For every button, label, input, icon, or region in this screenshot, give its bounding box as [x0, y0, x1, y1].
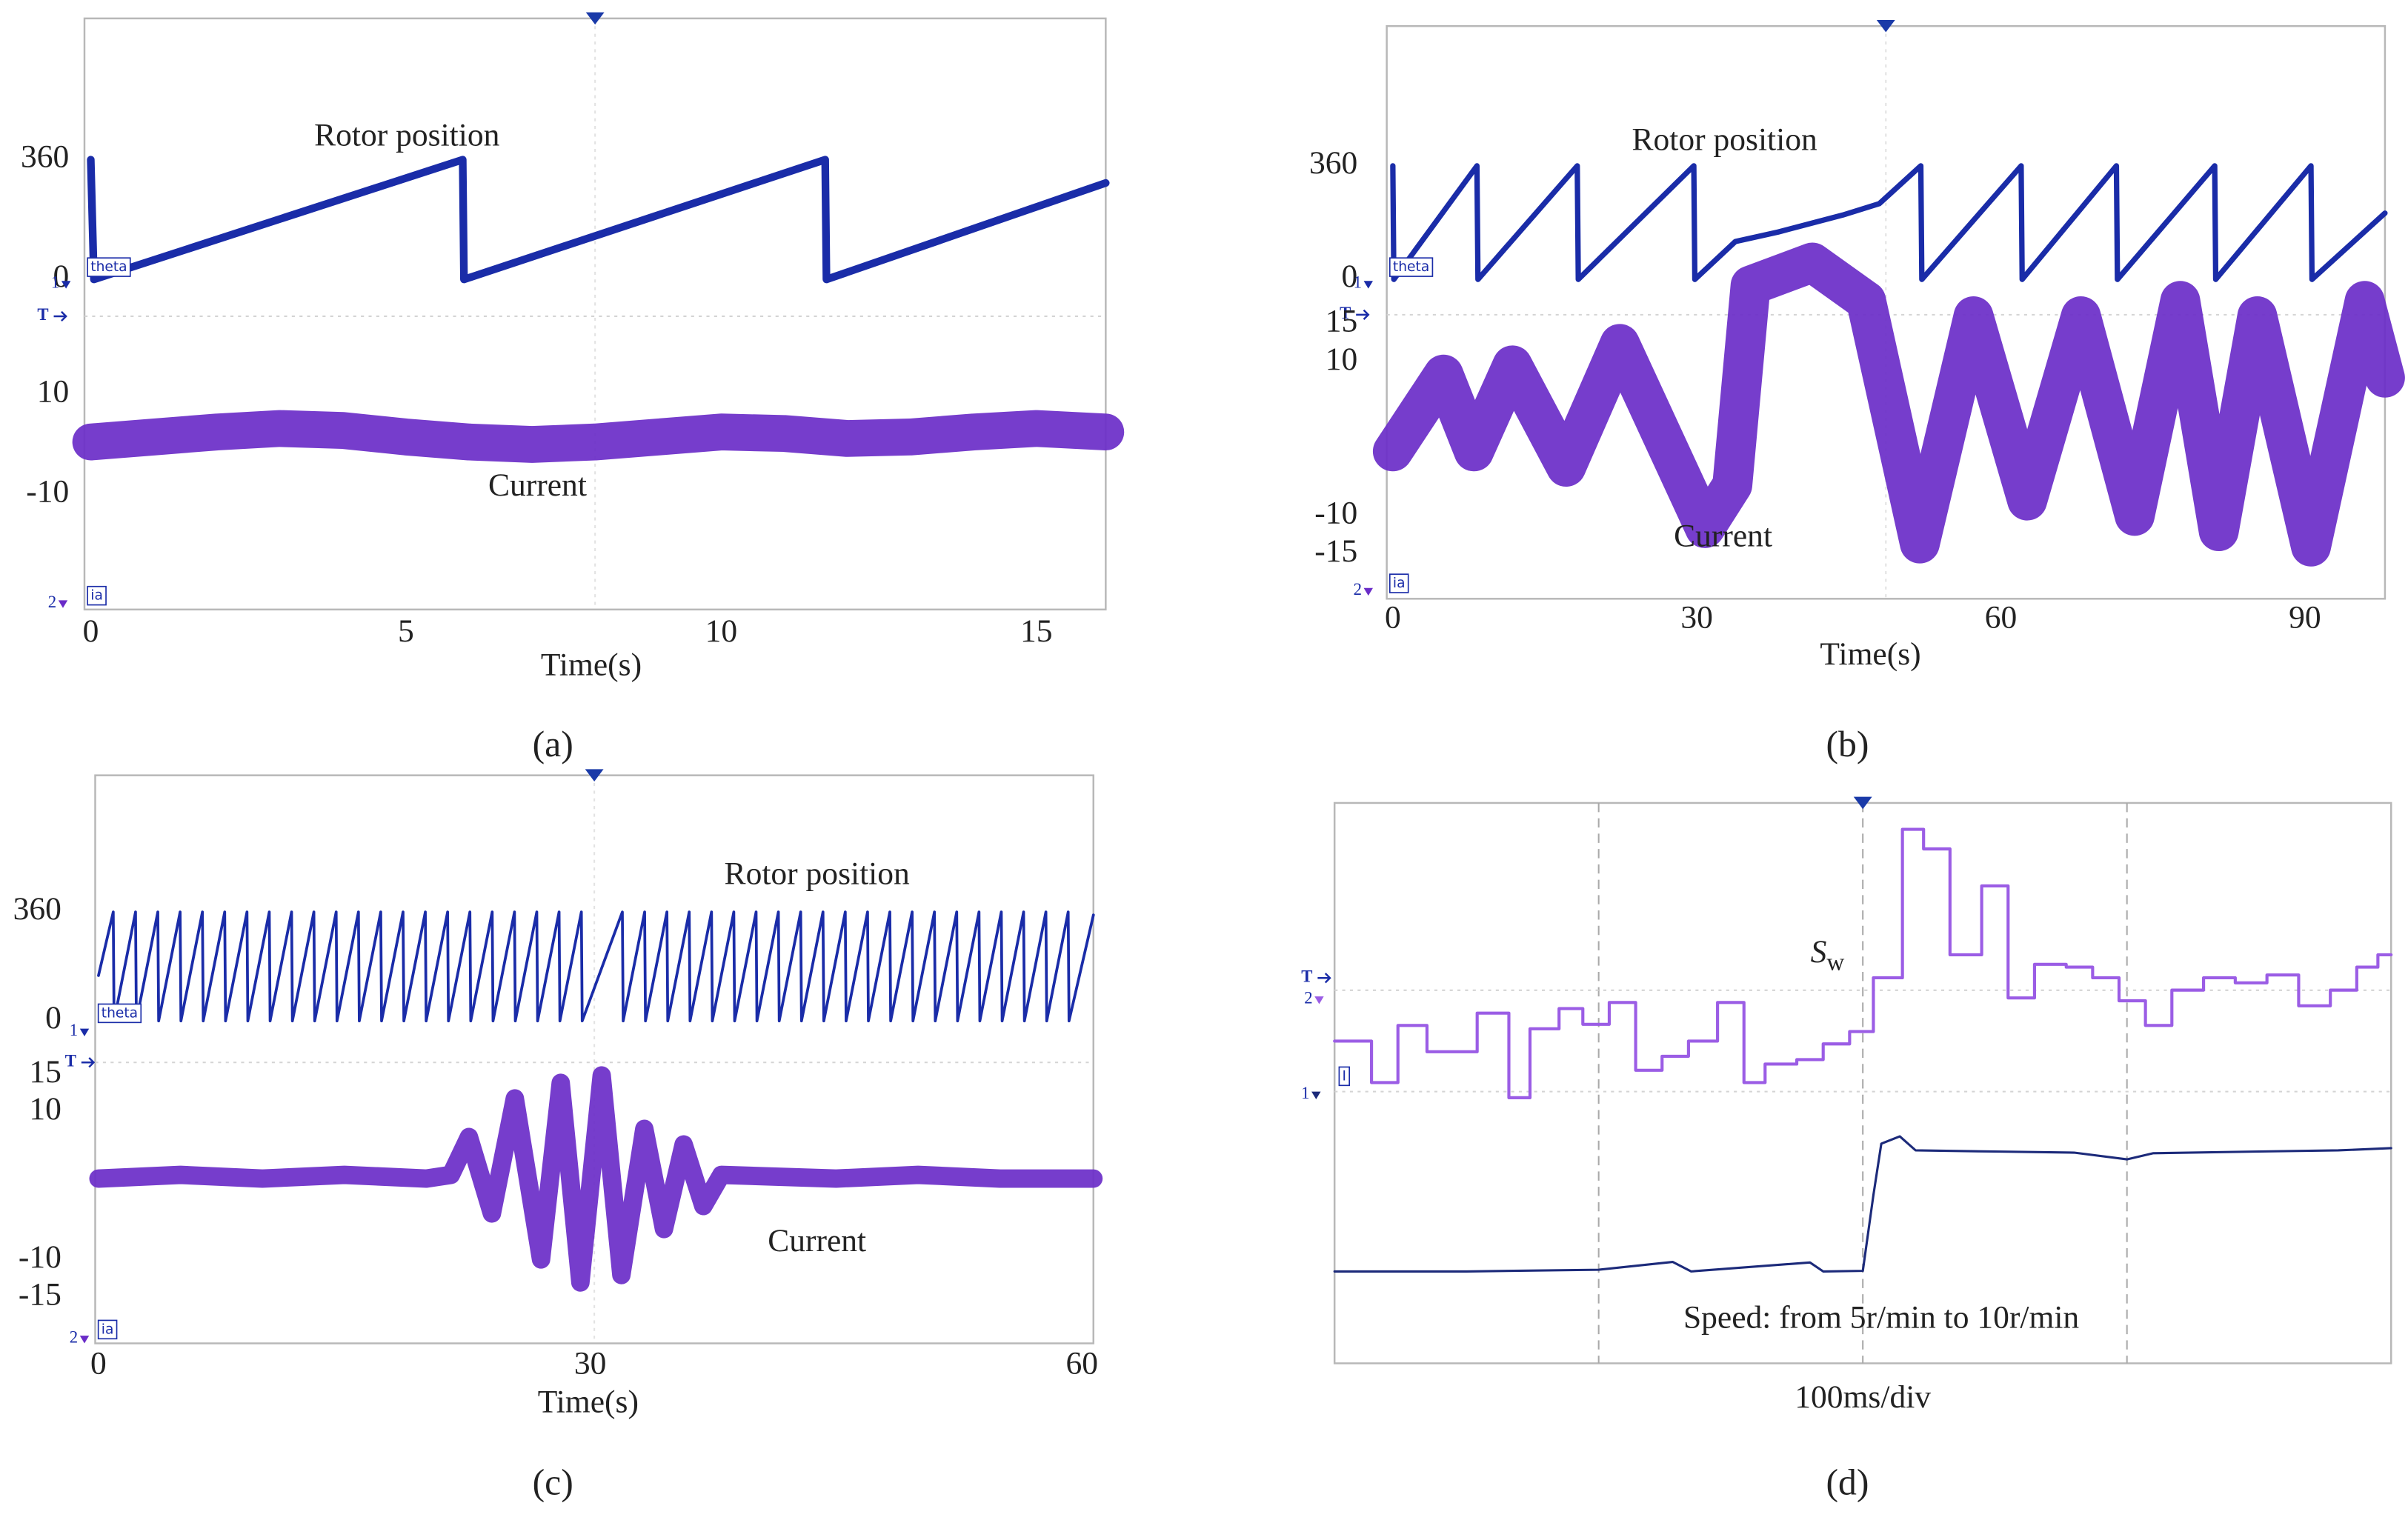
channel-chip	[87, 585, 107, 606]
panel-caption: (c)	[533, 1462, 573, 1503]
trace-label: Rotor position	[1632, 122, 1817, 158]
channel-chip	[97, 1003, 142, 1024]
x-tick-label: 10	[705, 613, 738, 649]
y-tick-label: 10	[37, 374, 70, 410]
channel-arrow	[1363, 587, 1373, 596]
plot-frame	[83, 17, 1107, 611]
trace	[89, 1066, 1103, 1292]
panel-caption: (a)	[533, 724, 573, 764]
trigger-label: T	[65, 1051, 76, 1070]
channel-number: 2	[70, 1328, 78, 1347]
trace-label-subscript: w	[1826, 948, 1844, 976]
trigger-marker	[1876, 19, 1895, 33]
x-tick-label: 5	[398, 613, 414, 649]
x-tick-label: 90	[2289, 599, 2321, 635]
x-tick-label: 30	[574, 1346, 607, 1382]
channel-arrow	[1363, 281, 1373, 289]
trace-label: Current	[488, 467, 587, 503]
trigger-marker	[1853, 796, 1872, 810]
x-tick-label: 30	[1680, 599, 1713, 635]
channel-chip	[97, 1319, 118, 1340]
channel-number: 2	[48, 593, 56, 611]
y-tick-label: 10	[1326, 341, 1358, 377]
trigger-arrow	[53, 310, 67, 322]
y-tick-label: -10	[19, 1239, 61, 1275]
trace	[1390, 163, 2388, 282]
y-tick-label: 360	[21, 139, 69, 175]
channel-number: 1	[1301, 1084, 1309, 1102]
channel-arrow	[79, 1028, 90, 1036]
channel-arrow	[61, 281, 71, 289]
channel-name: ia	[102, 1322, 114, 1337]
trace	[1333, 827, 2393, 1099]
channel-name: ia	[90, 588, 103, 604]
trigger-arrow	[1356, 309, 1370, 320]
trace-label: Sw	[1811, 934, 1845, 976]
x-axis-label: Time(s)	[538, 1384, 639, 1419]
y-tick-label: 360	[1309, 145, 1357, 181]
trace-label: Rotor position	[314, 118, 499, 153]
channel-name: ia	[1393, 576, 1406, 591]
channel-arrow	[1314, 996, 1324, 1004]
trigger-label: T	[1340, 304, 1351, 322]
channel-number: 2	[1354, 580, 1362, 599]
channel-name: theta	[102, 1005, 138, 1021]
panel-caption: (d)	[1826, 1462, 1869, 1503]
trigger-marker	[585, 12, 605, 25]
trigger-label: T	[37, 305, 48, 324]
channel-chip	[1388, 257, 1434, 277]
channel-arrow	[58, 600, 68, 608]
trace	[87, 156, 1110, 284]
trace-label-symbol: S	[1811, 934, 1827, 970]
y-tick-label: -15	[1314, 533, 1357, 569]
x-tick-label: 0	[83, 613, 99, 649]
x-tick-label: 60	[1985, 599, 2018, 635]
trace-label: Rotor position	[725, 856, 910, 891]
x-axis-label: Time(s)	[1820, 636, 1920, 672]
y-tick-label: -15	[19, 1276, 61, 1312]
channel-chip	[87, 257, 131, 277]
trace-label: Speed: from 5r/min to 10r/min	[1683, 1299, 2079, 1335]
channel-number: 1	[51, 273, 59, 292]
y-tick-label: 0	[45, 1000, 61, 1036]
trace	[72, 410, 1125, 463]
y-tick-label: 10	[29, 1091, 61, 1127]
trigger-marker	[585, 769, 604, 782]
x-tick-label: 0	[90, 1346, 107, 1382]
trace-label: Current	[768, 1223, 866, 1259]
y-tick-label: 15	[1326, 303, 1358, 339]
x-axis-label: 100ms/div	[1795, 1379, 1931, 1415]
channel-chip	[1388, 573, 1409, 593]
x-tick-label: 0	[1385, 599, 1401, 635]
trace	[1372, 242, 2405, 567]
trigger-label: T	[1301, 967, 1312, 985]
channel-name: I	[1343, 1068, 1347, 1084]
channel-arrow	[1311, 1091, 1321, 1099]
channel-arrow	[79, 1336, 90, 1344]
y-tick-label: 15	[29, 1054, 61, 1090]
y-tick-label: 0	[1342, 259, 1358, 294]
channel-number: 1	[70, 1021, 78, 1039]
channel-number: 1	[1354, 273, 1362, 292]
x-tick-label: 60	[1066, 1346, 1099, 1382]
channel-chip	[1338, 1066, 1351, 1087]
trace	[1333, 1135, 2392, 1273]
trace-label: Current	[1674, 518, 1772, 553]
trace	[97, 910, 1095, 1023]
channel-name: theta	[1393, 259, 1429, 275]
y-tick-label: -10	[1314, 495, 1357, 530]
x-tick-label: 15	[1020, 613, 1053, 649]
x-axis-label: Time(s)	[541, 647, 642, 683]
channel-name: theta	[90, 259, 127, 275]
trigger-arrow	[1317, 973, 1331, 984]
channel-number: 2	[1304, 988, 1312, 1007]
panel-caption: (b)	[1826, 724, 1869, 764]
y-tick-label: 360	[13, 891, 61, 927]
trigger-arrow	[81, 1057, 96, 1068]
y-tick-label: -10	[26, 473, 69, 509]
